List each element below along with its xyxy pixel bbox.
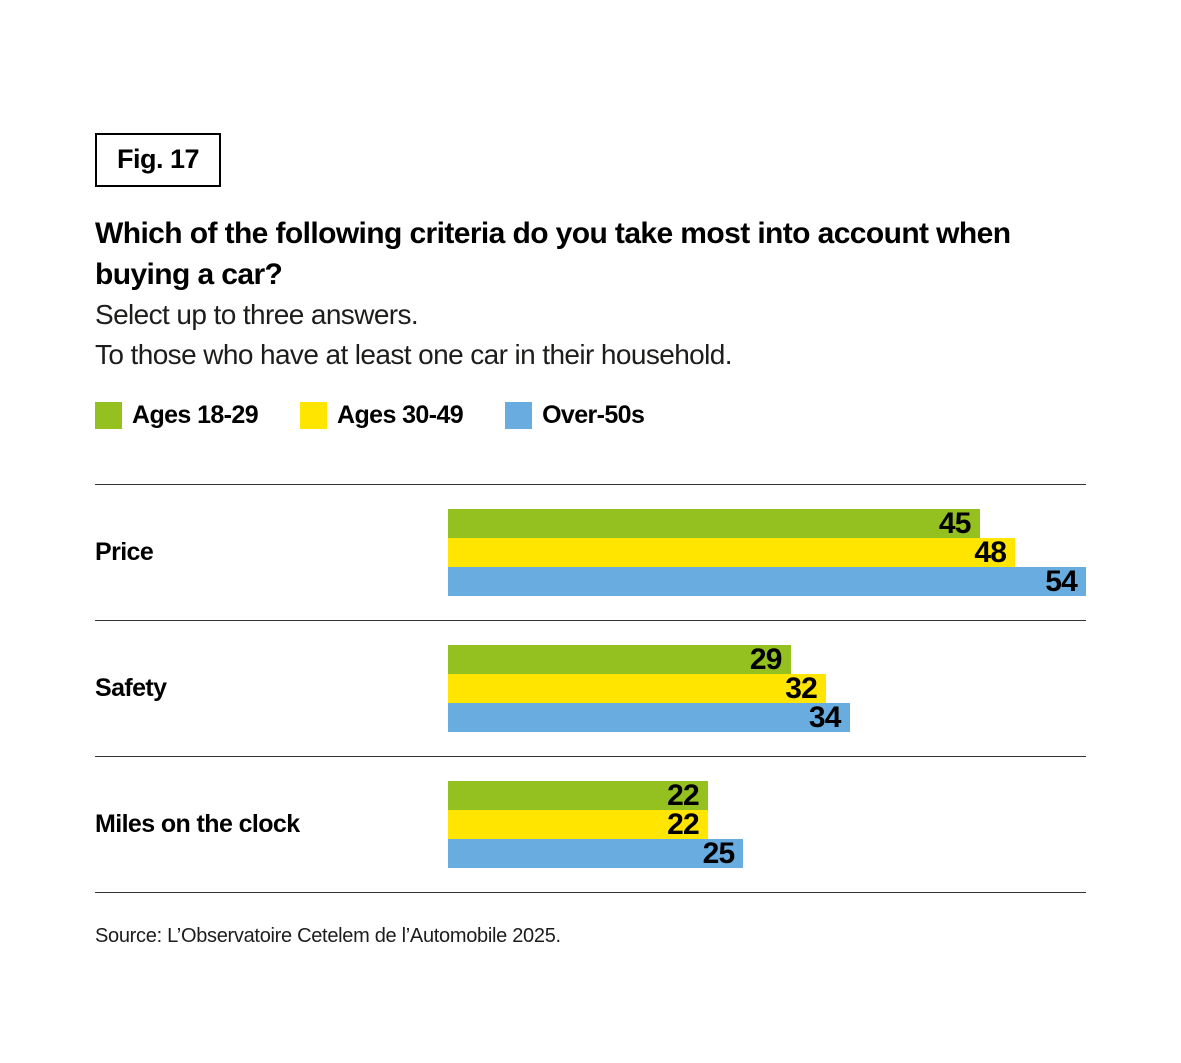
figure-number-box: Fig. 17 — [95, 133, 222, 187]
bar-value-label: 54 — [1045, 565, 1078, 598]
bar-value-label: 32 — [785, 672, 818, 705]
bar: 48 — [448, 536, 1016, 569]
chart-row: Price 45 48 54 — [95, 484, 1086, 620]
bar-group: 29 32 34 — [448, 643, 1086, 734]
chart-subtitle-line2: To those who have at least one car in th… — [95, 339, 733, 370]
legend-swatch-blue — [505, 402, 533, 429]
legend-item-over-50s: Over-50s — [505, 401, 645, 430]
bar: 32 — [448, 672, 827, 705]
figure-number-label: Fig. 17 — [117, 144, 200, 174]
figure-content: Fig. 17 Which of the following criteria … — [95, 0, 1086, 948]
legend-swatch-yellow — [300, 402, 328, 429]
bar: 25 — [448, 837, 744, 870]
bar-value-label: 48 — [974, 536, 1007, 569]
bar: 22 — [448, 808, 708, 841]
bar: 34 — [448, 701, 850, 734]
source-note: Source: L’Observatoire Cetelem de l’Auto… — [95, 925, 561, 947]
bar-value-label: 34 — [808, 701, 842, 734]
bar: 22 — [448, 779, 708, 812]
category-label: Safety — [95, 674, 167, 702]
legend-label: Ages 30-49 — [337, 401, 464, 429]
bar: 45 — [448, 507, 980, 540]
bar-value-label: 29 — [749, 643, 783, 676]
legend-item-ages-30-49: Ages 30-49 — [300, 401, 464, 430]
bar-value-label: 45 — [938, 507, 972, 540]
chart-row: Safety 29 32 34 — [95, 620, 1086, 756]
category-label: Price — [95, 538, 154, 566]
chart-subtitle-line1: Select up to three answers. — [95, 299, 419, 330]
category-label: Miles on the clock — [95, 810, 300, 838]
legend-item-ages-18-29: Ages 18-29 — [95, 401, 259, 430]
bar-value-label: 22 — [667, 779, 700, 812]
bar: 29 — [448, 643, 791, 676]
chart-row: Miles on the clock 22 22 25 — [95, 756, 1086, 892]
legend-label: Ages 18-29 — [132, 401, 259, 429]
bar-value-label: 22 — [667, 808, 700, 841]
legend-swatch-green — [95, 402, 122, 429]
bar-group: 45 48 54 — [448, 507, 1086, 598]
legend: Ages 18-29 Ages 30-49 Over-50s — [95, 401, 1086, 430]
legend-label: Over-50s — [542, 401, 645, 429]
bar-group: 22 22 25 — [448, 779, 1086, 870]
bar-value-label: 25 — [702, 837, 736, 870]
chart-title: Which of the following criteria do you t… — [95, 217, 1011, 291]
bar: 54 — [448, 565, 1086, 598]
bar-chart: Price 45 48 54 Safety 29 32 34 Miles on the cloc… — [95, 484, 1086, 893]
